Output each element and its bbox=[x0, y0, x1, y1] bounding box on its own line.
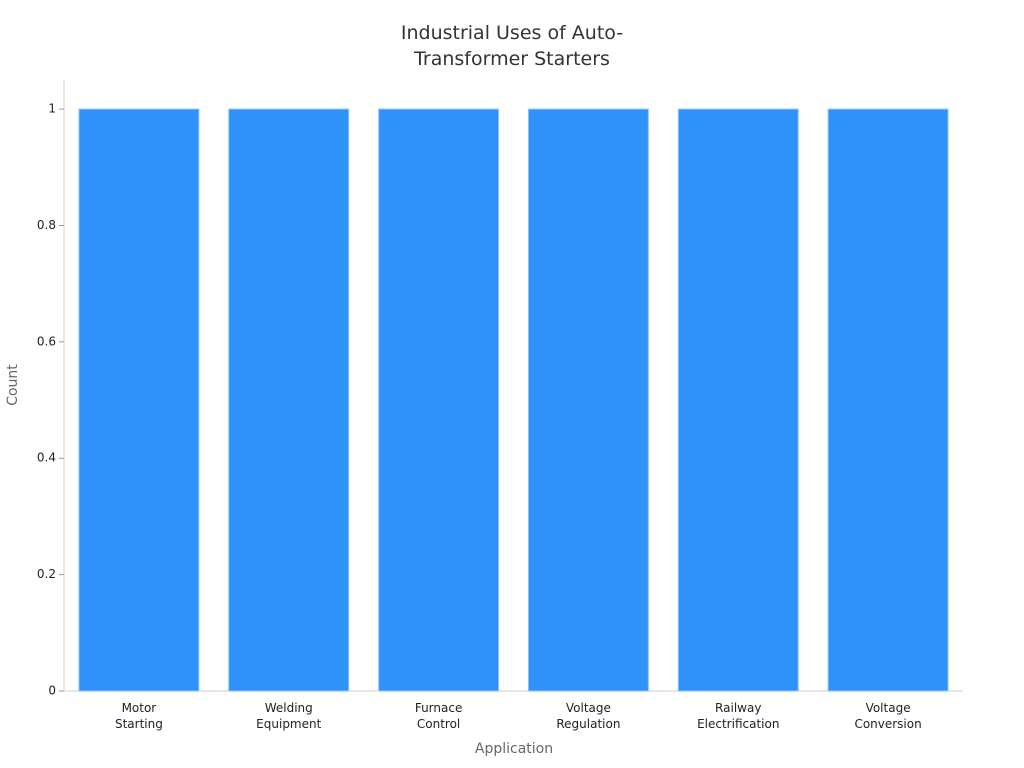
bar bbox=[527, 108, 649, 692]
y-tick-label: 1 bbox=[48, 102, 56, 116]
bar bbox=[228, 108, 350, 692]
x-tick-label: Motor Starting bbox=[114, 701, 163, 731]
x-tick-label: Welding Equipment bbox=[256, 701, 322, 731]
y-axis-label: Count bbox=[5, 364, 21, 406]
y-tick-label: 0.8 bbox=[37, 218, 56, 232]
x-axis-label: Application bbox=[474, 741, 554, 757]
bar bbox=[378, 108, 500, 692]
x-tick-label: Railway Electrification bbox=[697, 701, 780, 731]
x-tick-label: Voltage Conversion bbox=[854, 701, 922, 731]
y-tick-label: 0 bbox=[48, 684, 56, 698]
bar bbox=[827, 108, 949, 692]
bar bbox=[78, 108, 200, 692]
chart-title: Industrial Uses of Auto-Transformer Star… bbox=[400, 22, 624, 70]
x-tick-label: Furnace Control bbox=[414, 701, 463, 731]
x-tick-label: Voltage Regulation bbox=[556, 701, 621, 731]
bar bbox=[677, 108, 799, 692]
y-tick-label: 0.4 bbox=[37, 451, 56, 465]
y-tick-label: 0.2 bbox=[37, 567, 56, 581]
y-tick-label: 0.6 bbox=[37, 334, 56, 348]
